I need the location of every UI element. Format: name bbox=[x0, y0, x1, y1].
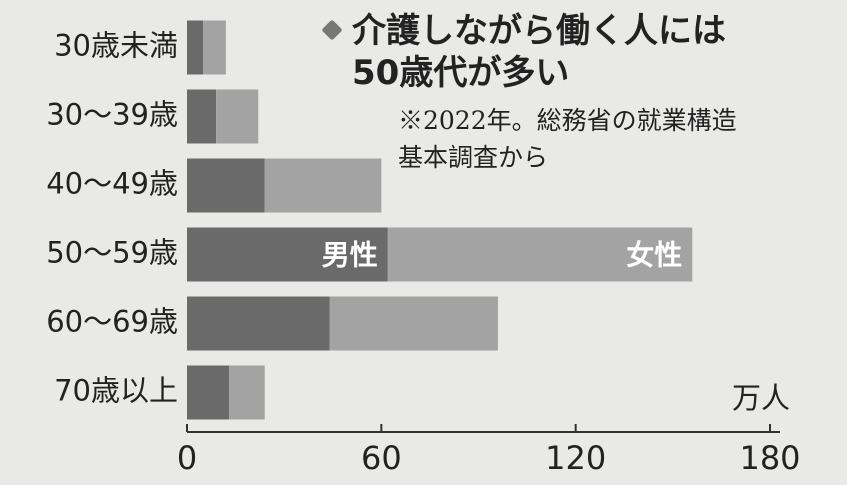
bar-segment bbox=[187, 158, 265, 213]
bar-segment bbox=[187, 20, 204, 75]
bar-segment bbox=[187, 227, 388, 282]
y-tick-label: 30〜39歳 bbox=[46, 98, 178, 132]
x-tick-label: 120 bbox=[545, 439, 606, 477]
y-tick-label: 30歳未満 bbox=[54, 29, 178, 63]
y-tick-label: 60〜69歳 bbox=[46, 305, 178, 339]
bar-segment bbox=[387, 227, 693, 282]
bar-segment bbox=[229, 365, 265, 420]
bar-segment bbox=[329, 296, 498, 351]
x-tick-label: 60 bbox=[361, 439, 402, 477]
x-tick-label: 0 bbox=[177, 439, 197, 477]
bar-segment bbox=[187, 365, 230, 420]
bar-segment bbox=[187, 296, 330, 351]
unit-label: 万人 bbox=[732, 381, 790, 415]
chart-title: 介護しながら働く人には 50歳代が多い bbox=[352, 11, 726, 93]
bar-segment bbox=[264, 158, 382, 213]
y-tick-label: 50〜59歳 bbox=[46, 236, 178, 270]
series-label: 男性 bbox=[322, 239, 378, 272]
x-tick-label: 180 bbox=[739, 439, 800, 477]
source-note: ※2022年。総務省の就業構造 基本調査から bbox=[398, 106, 737, 172]
y-tick-label: 70歳以上 bbox=[54, 374, 178, 408]
bar-segment bbox=[216, 89, 259, 144]
y-tick-label: 40〜49歳 bbox=[46, 167, 178, 201]
series-label: 女性 bbox=[626, 239, 682, 272]
bar-segment bbox=[187, 89, 217, 144]
bar-segment bbox=[203, 20, 226, 75]
